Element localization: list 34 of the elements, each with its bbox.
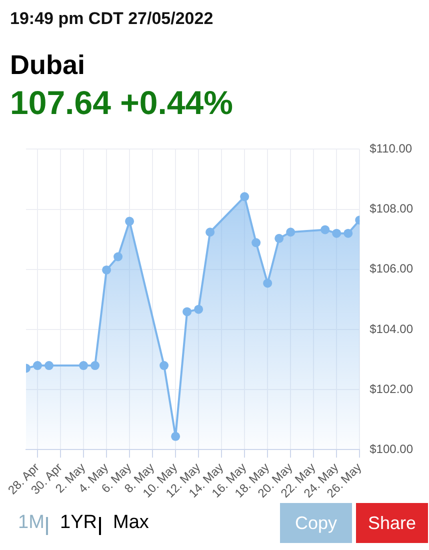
text: Copy <box>280 503 352 543</box>
point <box>263 278 272 288</box>
point <box>90 361 100 370</box>
text: Max <box>113 512 149 534</box>
point <box>125 216 134 226</box>
point <box>33 361 42 370</box>
point <box>252 238 261 248</box>
point <box>206 228 215 237</box>
text: 1YR <box>60 512 97 534</box>
chart-title: Dubai <box>10 50 86 81</box>
point <box>320 225 330 234</box>
point <box>79 361 88 370</box>
y-tick-label: $100.00 <box>370 442 414 456</box>
point <box>274 234 284 243</box>
point <box>240 192 250 202</box>
y-tick-label: $104.00 <box>370 322 414 336</box>
point <box>286 228 296 237</box>
y-tick-label: $110.00 <box>370 142 412 156</box>
text: 19:49 pm CDT 27/05/2022 <box>10 9 214 29</box>
point <box>114 252 123 262</box>
y-tick-label: $106.00 <box>370 262 414 276</box>
point <box>332 228 342 238</box>
point <box>44 361 54 370</box>
y-tick-label: $108.00 <box>370 202 414 216</box>
point <box>182 307 192 316</box>
point <box>102 265 112 274</box>
chart-subtitle: 107.64 +0.44% <box>10 84 233 122</box>
point <box>344 228 353 238</box>
point <box>171 432 180 441</box>
text: 1M <box>18 512 44 534</box>
point <box>194 304 204 314</box>
point <box>160 361 169 370</box>
y-tick-label: $102.00 <box>370 382 414 396</box>
text: Share <box>356 503 428 543</box>
